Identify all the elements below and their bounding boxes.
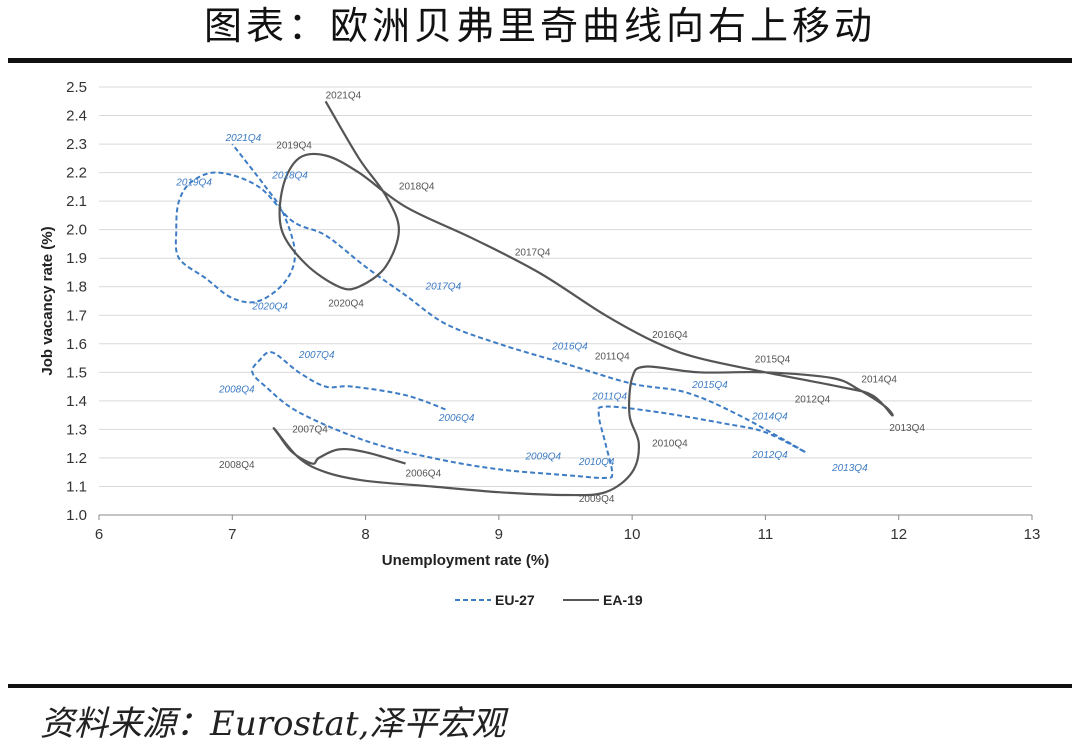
y-tick-label: 1.8 [66,279,87,296]
x-tick-label: 10 [624,526,641,543]
point-label: 2006Q4 [406,468,442,479]
x-tick-label: 12 [890,526,907,543]
point-label: 2020Q4 [328,299,364,310]
y-tick-label: 1.4 [66,393,87,410]
source-note: 资料来源：Eurostat,泽平宏观 [40,704,506,744]
point-label: 2006Q4 [438,413,475,424]
page-title: 图表：欧洲贝弗里奇曲线向右上移动 [203,4,876,48]
axes: 1.0 1.1 1.2 1.3 1.4 1.5 1.6 1.7 1.8 1.9 2.0 2.1 2.2 2… [39,79,1040,569]
y-tick-label: 1.7 [66,307,87,324]
series-line-ea-19 [272,100,894,497]
x-tick-label: 9 [495,526,503,543]
x-tick-label: 7 [228,526,236,543]
beveridge-curve-chart: 1.0 1.1 1.2 1.3 1.4 1.5 1.6 1.7 1.8 1.9 2.0 2.1 2.2 2… [39,79,1040,608]
top-divider [8,58,1072,63]
y-axis-title: Job vacancy rate (%) [39,226,56,375]
bottom-divider [8,684,1072,688]
point-label: 2008Q4 [218,384,255,395]
point-label: 2011Q4 [591,391,627,402]
y-tick-label: 1.5 [66,364,87,381]
point-label: 2018Q4 [399,182,435,193]
point-label: 2019Q4 [175,177,212,188]
x-axis-title: Unemployment rate (%) [382,552,550,569]
point-label: 2015Q4 [755,354,791,365]
legend-label: EU-27 [495,592,535,608]
point-label: 2014Q4 [751,411,788,422]
y-tick-label: 1.6 [66,336,87,353]
point-label: 2013Q4 [889,423,925,434]
y-tick-label: 2.3 [66,136,87,153]
x-tick-label: 8 [361,526,369,543]
y-tick-label: 1.1 [66,478,87,495]
series-layer [174,100,894,497]
point-label: 2018Q4 [271,170,308,181]
y-tick-label: 1.2 [66,450,87,467]
point-label: 2010Q4 [578,457,615,468]
y-tick-label: 2.5 [66,79,87,96]
y-tick-label: 2.2 [66,165,87,182]
point-label: 2021Q4 [326,90,362,101]
point-label: 2009Q4 [525,451,562,462]
y-tick-label: 1.9 [66,250,87,267]
series-line-eu-27 [174,143,807,479]
point-label: 2008Q4 [219,460,255,471]
point-label: 2019Q4 [276,140,312,151]
x-tick-label: 11 [758,526,774,543]
annotation-layer: 2006Q4 2007Q4 2008Q4 2009Q4 2010Q4 2011Q4 2012… [175,90,925,505]
y-tick-label: 1.0 [66,507,87,524]
x-tick-label: 6 [95,526,103,543]
point-label: 2009Q4 [579,494,615,505]
point-label: 2012Q4 [795,394,831,405]
point-label: 2021Q4 [225,133,262,144]
x-tick-label: 13 [1024,526,1041,543]
y-tick-label: 2.0 [66,222,87,239]
point-label: 2007Q4 [292,424,328,435]
point-label: 2016Q4 [652,330,688,341]
legend-label: EA-19 [603,592,643,608]
point-label: 2017Q4 [515,247,551,258]
point-label: 2013Q4 [831,463,868,474]
grid-lines [99,86,1032,516]
point-label: 2016Q4 [551,342,588,353]
point-label: 2015Q4 [691,380,728,391]
point-label: 2012Q4 [751,450,788,461]
point-label: 2017Q4 [425,282,462,293]
legend: EU-27 EA-19 [455,592,643,608]
point-label: 2011Q4 [595,351,630,362]
y-tick-label: 2.4 [66,108,87,125]
y-tick-label: 2.1 [66,193,87,210]
y-tick-label: 1.3 [66,421,87,438]
point-label: 2007Q4 [298,350,335,361]
point-label: 2020Q4 [251,302,288,313]
point-label: 2010Q4 [652,439,688,450]
point-label: 2014Q4 [861,374,897,385]
